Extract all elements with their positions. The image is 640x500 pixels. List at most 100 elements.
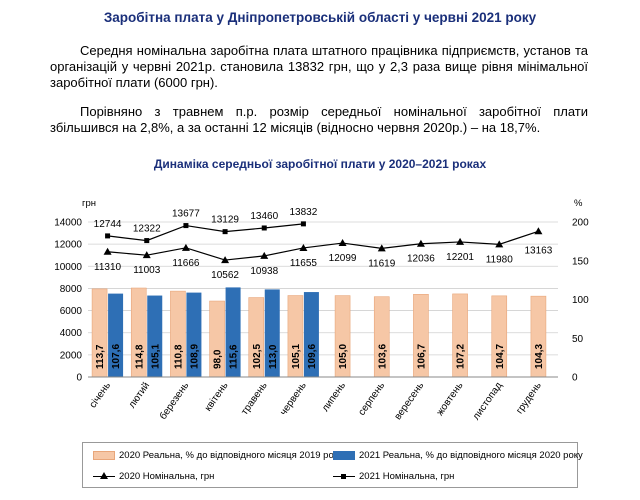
data-label-2021-nominal: 12322 (133, 224, 161, 235)
y-tick-right: 0 (572, 373, 578, 384)
salary-chart: 113,7 107,6 114,8 105,1 110,8 108,9 98,0 115,6 1… (54, 198, 589, 422)
marker-2021-nominal (144, 238, 150, 244)
y-tick-left: 14000 (54, 218, 82, 229)
marker-2021-nominal (300, 221, 306, 227)
x-tick-label: травень (239, 380, 269, 417)
data-label-2020-nominal: 11980 (486, 254, 514, 265)
data-label-2020-nominal: 12036 (407, 254, 435, 265)
marker-2020-nominal (534, 227, 543, 235)
y-tick-left: 2000 (60, 350, 83, 361)
data-label-2021-nominal: 12744 (94, 219, 122, 230)
x-tick-label: березень (157, 380, 191, 422)
line-2021-nominal (107, 223, 304, 242)
marker-2021-nominal (183, 223, 189, 229)
bar-label-2020-real: 98,0 (213, 349, 224, 369)
data-label-2020-nominal: 11310 (94, 262, 122, 273)
legend-item-2021-nominal: 2021 Номінальна, грн (333, 471, 454, 482)
x-tick-label: січень (88, 380, 113, 410)
y-tick-right: 100 (572, 295, 589, 306)
x-tick-label: листопад (471, 380, 505, 422)
data-label-2020-nominal: 11666 (172, 258, 200, 269)
marker-2020-nominal (377, 244, 386, 252)
y-tick-left: 6000 (60, 306, 83, 317)
bar-label-2020-real: 110,8 (173, 344, 184, 369)
page-title: Заробітна плата у Дніпропетровській обла… (103, 10, 537, 25)
y-tick-right: 200 (572, 218, 589, 229)
marker-2020-nominal (260, 251, 269, 259)
y-tick-left: 4000 (60, 328, 83, 339)
marker-2020-nominal (142, 251, 151, 259)
bar-label-2020-real: 102,5 (252, 344, 263, 369)
x-tick-label: лютий (127, 380, 153, 410)
marker-2020-nominal (103, 247, 112, 255)
bar-2021-real (108, 293, 124, 377)
bar-label-2020-real: 105,1 (291, 344, 302, 369)
legend-label-2021-real: 2021 Реальна, % до відповідного місяця 2… (359, 450, 583, 461)
y-axis-unit-left: грн (82, 198, 96, 209)
bar-2021-real (147, 295, 163, 377)
bar-label-2020-real: 107,2 (456, 344, 467, 369)
marker-2020-nominal (416, 239, 425, 247)
paragraph-salary-summary: Середня номінальна заробітна плата штатн… (50, 43, 588, 90)
bar-label-2020-real: 106,7 (416, 344, 427, 369)
bar-2021-real (186, 292, 202, 377)
x-tick-label: квітень (203, 380, 231, 413)
legend-marker-2020-nominal (93, 472, 115, 481)
marker-2020-nominal (299, 243, 308, 251)
data-label-2021-nominal: 13129 (211, 215, 239, 226)
bar-label-2020-real: 103,6 (377, 344, 388, 369)
chart-bars (91, 287, 547, 378)
marker-2020-nominal (495, 240, 504, 248)
x-tick-label: вересень (393, 380, 427, 422)
legend-swatch-2021-real (333, 451, 355, 460)
marker-2021-nominal (222, 229, 228, 235)
x-tick-label: серпень (356, 380, 387, 417)
bar-label-2020-real: 114,8 (134, 344, 145, 369)
y-tick-right: 50 (572, 334, 584, 345)
data-label-2021-nominal: 13832 (290, 207, 318, 218)
marker-2020-nominal (456, 237, 465, 245)
bar-label-2021-real: 115,6 (229, 344, 240, 369)
bar-2021-real (303, 292, 319, 377)
chart-lines: 11310 11003 11666 10562 10938 11655 12099 11619… (94, 207, 553, 281)
y-tick-left: 0 (76, 373, 82, 384)
data-label-2020-nominal: 12099 (329, 253, 357, 264)
marker-2021-nominal (105, 233, 111, 239)
marker-2020-nominal (181, 243, 190, 251)
bar-2021-real (264, 289, 280, 377)
bar-label-2020-real: 104,7 (495, 344, 506, 369)
chart-bar-labels: 113,7 107,6 114,8 105,1 110,8 108,9 98,0 115,6 1… (95, 344, 545, 369)
legend-item-2020-real: 2020 Реальна, % до відповідного місяця 2… (93, 450, 343, 461)
bar-label-2021-real: 109,6 (307, 344, 318, 369)
x-tick-label: липень (320, 380, 348, 413)
bar-label-2020-real: 113,7 (95, 344, 106, 369)
marker-2021-nominal (261, 225, 267, 231)
data-label-2020-nominal: 10562 (211, 270, 239, 281)
chart-title: Динаміка середньої заробітної плати у 20… (153, 157, 487, 171)
y-tick-right: 150 (572, 256, 589, 267)
y-tick-left: 8000 (60, 284, 83, 295)
y-tick-left: 10000 (54, 262, 82, 273)
bar-label-2021-real: 107,6 (111, 344, 122, 369)
paragraph-salary-change: Порівняно з травнем п.р. розмір середньо… (50, 104, 588, 135)
y-tick-left: 12000 (54, 240, 82, 251)
bar-label-2020-real: 104,3 (534, 344, 545, 369)
bar-label-2021-real: 105,1 (150, 344, 161, 369)
data-label-2020-nominal: 11619 (368, 258, 396, 269)
data-label-2021-nominal: 13677 (172, 209, 200, 220)
x-tick-label: червень (278, 380, 309, 417)
bar-label-2021-real: 113,0 (268, 344, 279, 369)
legend-item-2020-nominal: 2020 Номінальна, грн (93, 471, 214, 482)
bar-label-2021-real: 108,9 (189, 344, 200, 369)
legend-label-2020-real: 2020 Реальна, % до відповідного місяця 2… (119, 450, 343, 461)
legend-label-2020-nominal: 2020 Номінальна, грн (119, 471, 215, 482)
data-label-2020-nominal: 10938 (250, 266, 278, 277)
x-tick-label: грудень (514, 380, 544, 416)
chart-legend: 2020 Реальна, % до відповідного місяця 2… (82, 442, 583, 488)
legend-item-2021-real: 2021 Реальна, % до відповідного місяця 2… (333, 450, 583, 461)
data-label-2020-nominal: 13163 (525, 245, 553, 256)
legend-marker-2021-nominal (333, 472, 355, 481)
data-label-2020-nominal: 11003 (133, 265, 161, 276)
data-label-2020-nominal: 12201 (446, 252, 474, 263)
legend-label-2021-nominal: 2021 Номінальна, грн (359, 471, 455, 482)
